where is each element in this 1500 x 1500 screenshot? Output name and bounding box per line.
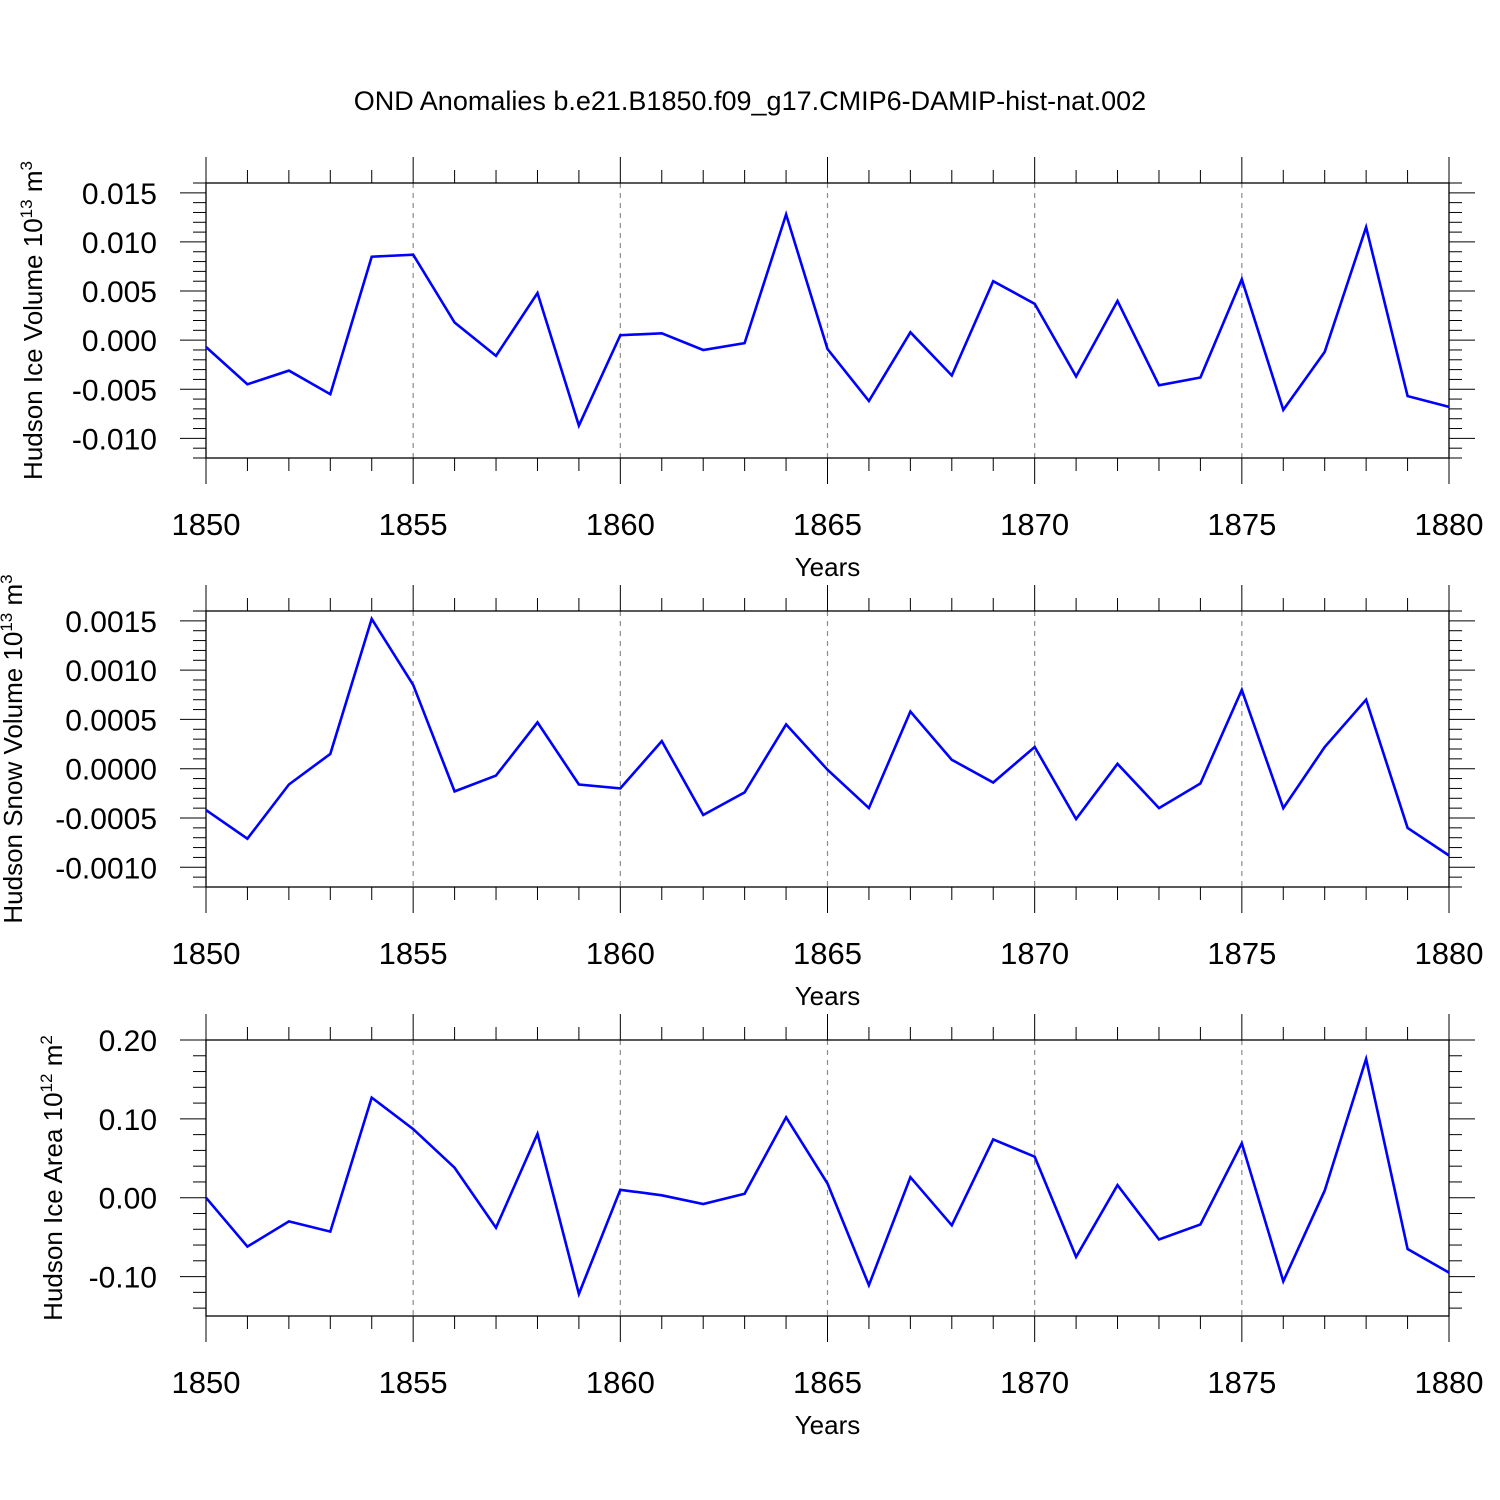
series-line <box>205 615 1450 857</box>
panels: 0.015 0.010 0.005 0.000 -0.005 -0.010 1850 1855… <box>0 157 1483 1440</box>
x-tick-label: 1865 <box>793 936 862 971</box>
y-axis-label-exponent: 13 <box>0 613 16 632</box>
x-tick-label: 1850 <box>172 1365 241 1400</box>
x-tick-label: 1880 <box>1415 936 1484 971</box>
y-axis-label-exponent: 13 <box>17 199 36 218</box>
x-tick-label: 1855 <box>379 1365 448 1400</box>
y-tick-label: 0.015 <box>82 178 157 211</box>
y-axis-label-exponent: 12 <box>37 1074 56 1093</box>
y-tick-label: -0.0005 <box>55 803 157 836</box>
chart-title: OND Anomalies b.e21.B1850.f09_g17.CMIP6-… <box>354 86 1146 116</box>
x-tick-label: 1860 <box>586 936 655 971</box>
y-tick-label: 0.010 <box>82 227 157 260</box>
x-axis-label: Years <box>795 981 861 1011</box>
y-tick-label: 0.0015 <box>65 606 157 639</box>
x-tick-label: 1880 <box>1415 507 1484 542</box>
panel-3: 0.20 0.10 0.00 -0.10 1850 1855 1860 1865 1870 187… <box>37 1014 1483 1440</box>
y-tick-label: -0.010 <box>72 423 157 456</box>
x-tick-label: 1875 <box>1207 1365 1276 1400</box>
x-tick-label: 1865 <box>793 507 862 542</box>
x-tick-label: 1875 <box>1207 507 1276 542</box>
x-tick-label: 1870 <box>1000 1365 1069 1400</box>
y-tick-label: -0.10 <box>89 1262 157 1295</box>
x-tick-label: 1870 <box>1000 507 1069 542</box>
y-axis-label-unit: m <box>18 171 48 200</box>
y-axis-label-unit: m <box>0 584 28 613</box>
y-tick-label: 0.10 <box>99 1104 157 1137</box>
x-tick-label: 1860 <box>586 507 655 542</box>
y-axis-label-unit-exponent: 2 <box>37 1035 56 1044</box>
y-tick-label: 0.005 <box>82 276 157 309</box>
y-tick-label: 0.0010 <box>65 655 157 688</box>
y-tick-label: 0.000 <box>82 325 157 358</box>
y-axis-label-unit: m <box>38 1045 68 1074</box>
y-axis-label-text: Hudson Ice Volume 10 <box>18 218 48 480</box>
x-tick-label: 1875 <box>1207 936 1276 971</box>
x-axis-label: Years <box>795 1410 861 1440</box>
y-axis-label: Hudson Ice Volume 1013 m3 <box>17 161 48 480</box>
y-axis-label-unit-exponent: 3 <box>17 161 36 170</box>
y-tick-label: 0.00 <box>99 1183 157 1216</box>
y-axis-label: Hudson Ice Area 1012 m2 <box>37 1035 68 1321</box>
x-tick-label: 1850 <box>172 507 241 542</box>
x-tick-label: 1860 <box>586 1365 655 1400</box>
y-tick-label: 0.0000 <box>65 754 157 787</box>
x-tick-label: 1870 <box>1000 936 1069 971</box>
series-line <box>205 210 1450 430</box>
y-tick-label: -0.005 <box>72 374 157 407</box>
y-axis-label-unit-exponent: 3 <box>0 574 16 583</box>
x-tick-label: 1855 <box>379 507 448 542</box>
panel-2: 0.0015 0.0010 0.0005 0.0000 -0.0005 -0.0010 18… <box>0 574 1483 1011</box>
y-tick-label: -0.0010 <box>55 852 157 885</box>
y-tick-label: 0.0005 <box>65 704 157 737</box>
y-axis-label-text: Hudson Snow Volume 10 <box>0 632 28 924</box>
x-tick-label: 1880 <box>1415 1365 1484 1400</box>
panel-1: 0.015 0.010 0.005 0.000 -0.005 -0.010 1850 1855… <box>17 157 1483 582</box>
x-tick-label: 1865 <box>793 1365 862 1400</box>
y-axis-label: Hudson Snow Volume 1013 m3 <box>0 574 28 923</box>
series-line <box>205 1053 1450 1299</box>
x-tick-label: 1850 <box>172 936 241 971</box>
y-axis-label-text: Hudson Ice Area 10 <box>38 1092 68 1320</box>
y-tick-label: 0.20 <box>99 1025 157 1058</box>
x-axis-label: Years <box>795 552 861 582</box>
x-tick-label: 1855 <box>379 936 448 971</box>
